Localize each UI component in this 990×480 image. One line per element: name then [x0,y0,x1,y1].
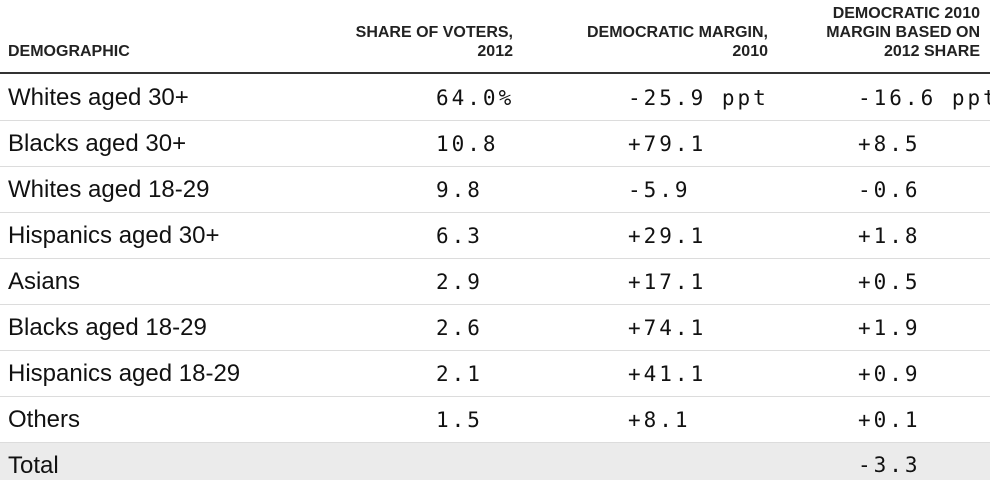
header-based-line-1: DEMOCRATIC 2010 [832,5,980,22]
margin-2010-cell: +29.1 [628,224,707,248]
demographic-cell: Whites aged 30+ [8,84,189,111]
margin-2010-cell: +17.1 [628,270,707,294]
header-share-line-1: SHARE OF VOTERS, [355,24,513,41]
table-row: Blacks aged 18-29 2.6 +74.1 +1.9 [0,305,990,351]
header-demographic-line-1: DEMOGRAPHIC [8,43,130,60]
header-share-of-voters: SHARE OF VOTERS, 2012 [356,23,513,61]
demographic-cell: Asians [8,268,81,295]
based-margin-cell: +1.9 [858,316,921,340]
table-row: Asians 2.9 +17.1 +0.5 [0,259,990,305]
header-based-line-2: MARGIN BASED ON [826,24,980,41]
header-demographic: DEMOGRAPHIC [8,42,130,61]
share-cell: 2.1 [436,362,483,386]
based-margin-cell: -0.6 [858,178,921,202]
share-cell: 64.0% [436,86,515,110]
total-label: Total [8,452,59,479]
table-row: Hispanics aged 30+ 6.3 +29.1 +1.8 [0,213,990,259]
demographic-cell: Blacks aged 30+ [8,130,187,157]
based-margin-cell: +0.1 [858,408,921,432]
header-share-line-2: 2012 [477,43,513,60]
table-row: Others 1.5 +8.1 +0.1 [0,397,990,443]
margin-2010-cell: +8.1 [628,408,691,432]
header-rule [0,72,990,74]
demographic-cell: Blacks aged 18-29 [8,314,207,341]
margin-2010-cell: +74.1 [628,316,707,340]
table-row: Blacks aged 30+ 10.8 +79.1 +8.5 [0,121,990,167]
demographic-cell: Others [8,406,81,433]
demographic-cell: Hispanics aged 30+ [8,222,220,249]
margin-2010-cell: -25.9 ppt [628,86,769,110]
share-cell: 1.5 [436,408,483,432]
header-based-line-3: 2012 SHARE [883,43,980,60]
based-margin-cell: -16.6 ppt [858,86,990,110]
margin-2010-cell: +41.1 [628,362,707,386]
demographic-cell: Whites aged 18-29 [8,176,210,203]
share-cell: 2.9 [436,270,483,294]
header-democratic-margin-2010: DEMOCRATIC MARGIN, 2010 [587,23,768,61]
margin-2010-cell: -5.9 [628,178,691,202]
table-row: Whites aged 18-29 9.8 -5.9 -0.6 [0,167,990,213]
based-margin-cell: +1.8 [858,224,921,248]
total-row: Total -3.3 [0,443,990,480]
based-margin-cell: +0.9 [858,362,921,386]
based-margin-cell: +8.5 [858,132,921,156]
table-row: Whites aged 30+ 64.0% -25.9 ppt -16.6 pp… [0,75,990,121]
share-cell: 10.8 [436,132,499,156]
margin-2010-cell: +79.1 [628,132,707,156]
header-margin-line-1: DEMOCRATIC MARGIN, [586,24,768,41]
share-cell: 6.3 [436,224,483,248]
total-based-margin-cell: -3.3 [858,453,921,477]
demographic-cell: Hispanics aged 18-29 [8,360,241,387]
share-cell: 9.8 [436,178,483,202]
based-margin-cell: +0.5 [858,270,921,294]
share-cell: 2.6 [436,316,483,340]
table-row: Hispanics aged 18-29 2.1 +41.1 +0.9 [0,351,990,397]
header-margin-based-on-2012-share: DEMOCRATIC 2010 MARGIN BASED ON 2012 SHA… [826,4,980,61]
header-margin-line-2: 2010 [732,43,768,60]
